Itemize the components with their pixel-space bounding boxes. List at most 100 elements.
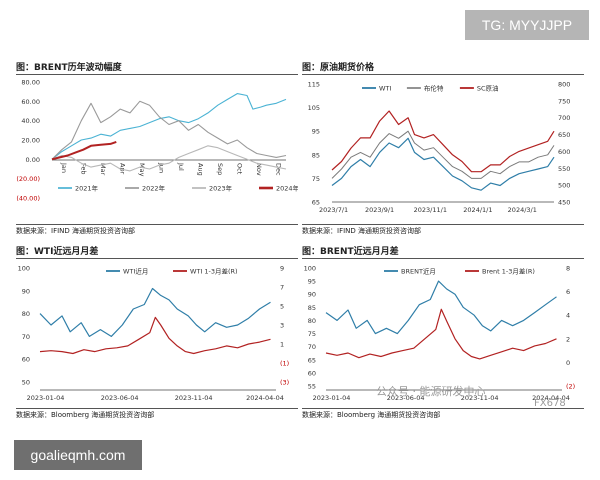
x-tick-label: 2023/11/1 <box>414 206 447 214</box>
y-tick-label: 65 <box>308 356 316 364</box>
y-tick-label: 75 <box>312 175 320 183</box>
series-line-WTI 1-3月差(R) <box>39 316 271 355</box>
x-tick-label: 2023-06-04 <box>387 394 425 402</box>
y-tick-label-right: 650 <box>558 131 570 139</box>
panel-title: 图：原油期货价格 <box>302 60 584 75</box>
x-tick-label: Oct <box>235 163 243 175</box>
y-tick-label-right: 0 <box>566 359 570 367</box>
panel-brent-volatility: 图：BRENT历年波动幅度 80.00 60.00 40.00 20.00 0.00 (2… <box>16 60 298 236</box>
panel-brent-spread: 图：BRENT近远月月差 55 60 65 70 75 80 85 90 95 100 8 6 4 2 0 (… <box>302 244 584 420</box>
y-tick-label: 100 <box>304 265 316 273</box>
y-tick-label-right: 550 <box>558 165 570 173</box>
y-tick-label-right: 450 <box>558 199 570 207</box>
x-tick-label: 2023-01-04 <box>27 394 65 402</box>
y-tick-label-right: 8 <box>566 265 570 273</box>
watermark-top: TG: MYYJJPP <box>465 10 589 40</box>
x-tick-label: 2023-11-04 <box>175 394 213 402</box>
y-tick-label: 60.00 <box>21 98 40 106</box>
x-tick-label: Jul <box>177 162 185 171</box>
legend-label: 2023年 <box>209 184 233 193</box>
panel-source: 数据来源：Bloomberg 海通期货投资咨询部 <box>16 408 298 422</box>
panel-title: 图：BRENT近远月月差 <box>302 244 584 259</box>
x-tick-label: Aug <box>196 163 204 176</box>
panel-source: 数据来源：IFIND 海通期货投资咨询部 <box>16 224 298 238</box>
y-tick-label: 60 <box>22 356 30 364</box>
legend-label: 布伦特 <box>424 84 444 93</box>
x-tick-label: 2023-11-04 <box>461 394 499 402</box>
y-tick-label: 75 <box>308 330 316 338</box>
x-tick-label: 2023/9/1 <box>365 206 394 214</box>
legend-label: WTI <box>379 85 391 93</box>
y-tick-label: 85 <box>312 151 320 159</box>
x-tick-label: Dec <box>274 163 282 176</box>
wechat-watermark: 公众号 · 能源研发中心 <box>376 385 486 398</box>
series-line-WTI <box>331 137 555 191</box>
series-line-Brent 1-3月差(R) <box>325 308 557 360</box>
y-tick-label-right: (1) <box>280 360 289 368</box>
y-tick-label: 80 <box>308 317 316 325</box>
chart-wti-spread: 50 60 70 80 90 100 9 7 5 3 1 (1) (3) 2023-01-04 2023-0… <box>18 265 290 403</box>
series-line-2021年 <box>51 93 287 160</box>
y-tick-label-right: 5 <box>280 303 284 311</box>
y-tick-label: 90 <box>22 287 30 295</box>
legend-label: Brent 1-3月差(R) <box>482 267 535 276</box>
y-tick-label-right: 600 <box>558 148 570 156</box>
y-tick-label: 50 <box>22 379 30 387</box>
panel-title: 图：BRENT历年波动幅度 <box>16 60 298 75</box>
x-tick-label: 2024/3/1 <box>508 206 537 214</box>
y-tick-label-right: 750 <box>558 97 570 105</box>
chart-brent-volatility: 80.00 60.00 40.00 20.00 0.00 (20.00) (40.00) Ja… <box>16 79 298 203</box>
watermark-bottom: goalieqmh.com <box>14 440 142 470</box>
y-tick-label: 80.00 <box>21 79 40 87</box>
x-tick-label: 2023/7/1 <box>319 206 348 214</box>
y-tick-label-right: 7 <box>280 284 284 292</box>
y-tick-label-right: 2 <box>566 335 570 343</box>
y-tick-label-right: 4 <box>566 312 570 320</box>
y-tick-label: 0.00 <box>26 156 40 164</box>
x-tick-label: Feb <box>79 163 87 175</box>
y-tick-label-right: 6 <box>566 288 570 296</box>
legend-label: 2024年 <box>276 184 298 193</box>
y-tick-label: (40.00) <box>16 195 40 203</box>
y-tick-label: 85 <box>308 304 316 312</box>
x-tick-label: Sep <box>216 163 224 175</box>
y-tick-label: 100 <box>18 265 30 273</box>
legend-label: SC原油 <box>477 84 499 93</box>
y-tick-label: 20.00 <box>21 137 40 145</box>
legend-label: WTI 1-3月差(R) <box>190 267 238 276</box>
series-line-2023年 <box>51 145 287 172</box>
x-tick-label: May <box>138 163 146 177</box>
x-tick-label: 2024-04-04 <box>246 394 284 402</box>
y-tick-label: 95 <box>308 278 316 286</box>
y-tick-label: 65 <box>312 199 320 207</box>
legend-label: 2021年 <box>75 184 99 193</box>
x-tick-label: Nov <box>255 163 263 176</box>
panel-title: 图：WTI近远月月差 <box>16 244 298 259</box>
series-line-2022年 <box>51 100 287 160</box>
y-tick-label: 70 <box>22 333 30 341</box>
panel-source: 数据来源：IFIND 海通期货投资咨询部 <box>302 224 584 238</box>
x-tick-label: 2024-04-04 <box>532 394 570 402</box>
y-tick-label: 40.00 <box>21 117 40 125</box>
y-tick-label-right: 800 <box>558 81 570 89</box>
y-tick-label: 70 <box>308 343 316 351</box>
fx678-watermark: FX678 <box>534 398 566 409</box>
x-tick-label: Mar <box>99 163 107 176</box>
x-tick-label: 2023-01-04 <box>313 394 351 402</box>
y-tick-label: 105 <box>308 104 320 112</box>
y-tick-label-right: 9 <box>280 265 284 273</box>
series-line-BRENT近月 <box>325 280 557 335</box>
panel-wti-spread: 图：WTI近远月月差 50 60 70 80 90 100 9 7 5 3 1 (1) (3) 2023-… <box>16 244 298 420</box>
x-tick-label: Jan <box>60 162 68 173</box>
legend-label: 2022年 <box>142 184 166 193</box>
y-tick-label: 95 <box>312 128 320 136</box>
y-tick-label-right: (2) <box>566 383 575 391</box>
x-tick-label: 2023-06-04 <box>101 394 139 402</box>
y-tick-label-right: 3 <box>280 322 284 330</box>
y-tick-label-right: 1 <box>280 341 284 349</box>
y-tick-label: 80 <box>22 310 30 318</box>
panel-futures-prices: 图：原油期货价格 65 75 85 95 105 115 450 500 550 600 650 70… <box>302 60 584 236</box>
y-tick-label: 55 <box>308 383 316 391</box>
y-tick-label: 115 <box>308 81 320 89</box>
series-line-布伦特 <box>331 130 555 179</box>
